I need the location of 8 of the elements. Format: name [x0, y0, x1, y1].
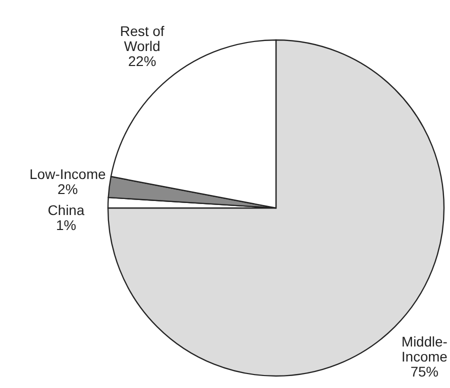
- slice-label: Middle-Income: [402, 333, 448, 364]
- data-label: 2%: [58, 181, 78, 198]
- slice-label: Low-Income: [30, 166, 106, 182]
- slice-label: Rest of World: [120, 23, 164, 54]
- slice-label: China: [48, 202, 85, 218]
- data-label: 75%: [410, 363, 439, 380]
- data-label: 22%: [128, 53, 156, 70]
- data-label: 1%: [56, 217, 76, 234]
